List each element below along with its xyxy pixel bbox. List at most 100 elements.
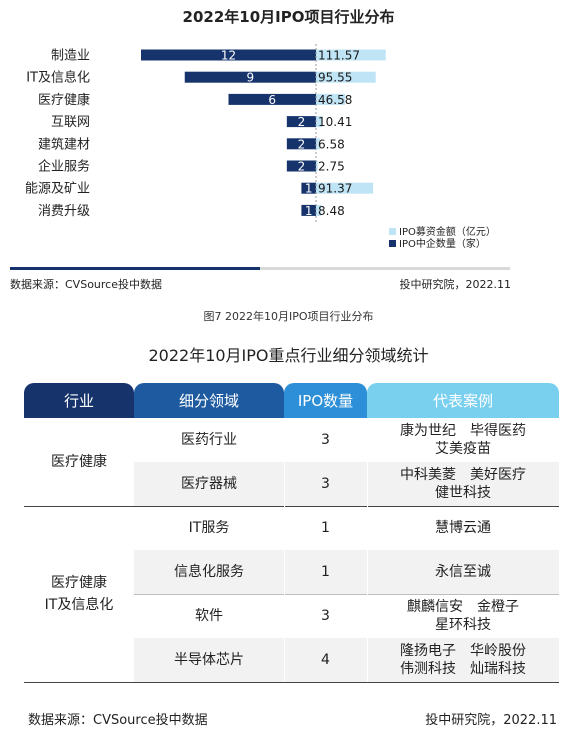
column-divider <box>284 638 285 682</box>
count-bar <box>141 49 316 61</box>
category-label: 消费升级 <box>38 204 90 219</box>
amount-bar <box>316 93 346 105</box>
amount-value-label: 95.55 <box>318 71 352 85</box>
amount-bar <box>316 138 321 150</box>
column-divider <box>284 550 285 594</box>
column-divider <box>284 462 285 506</box>
industry-cell: 医疗健康 IT及信息化 <box>24 506 134 682</box>
row-shade <box>134 550 559 594</box>
cases-cell: 麒麟信安 金橙子 星环科技 <box>367 594 559 638</box>
column-divider <box>367 418 368 462</box>
case-line: 艾美疫苗 <box>435 441 491 457</box>
cases-cell: 永信至诚 <box>367 550 559 594</box>
amount-value-label: 91.37 <box>318 182 352 196</box>
segment-cell: 半导体芯片 <box>174 652 244 668</box>
category-label: 互联网 <box>51 115 90 130</box>
industry-segment-table: 行业 细分领域 IPO数量 代表案例 医药行业 3 康为世纪 毕得医药 艾美疫苗 医疗器… <box>24 383 559 703</box>
category-label: 建筑建材 <box>38 136 90 152</box>
legend-label: IPO中企数量（家） <box>399 237 486 250</box>
amount-bar <box>316 71 376 83</box>
row-shade <box>134 638 559 682</box>
amount-value-label: 10.41 <box>318 115 352 129</box>
amount-value-label: 8.48 <box>318 204 345 218</box>
column-divider <box>284 594 285 638</box>
column-divider <box>367 506 368 550</box>
table-header-ipo-count: IPO数量 <box>284 383 367 418</box>
category-label: 医疗健康 <box>38 92 90 108</box>
count-value-label: 2 <box>298 115 306 129</box>
case-line: 中科美菱 美好医疗 <box>400 467 526 483</box>
count-bar <box>228 93 316 105</box>
industry-line: 医疗健康 <box>51 454 107 470</box>
legend-swatch <box>389 228 396 235</box>
table-header-segment: 细分领域 <box>134 383 284 418</box>
count-bar <box>286 138 316 150</box>
count-value-label: 1 <box>305 182 313 196</box>
case-line: 康为世纪 毕得医药 <box>400 423 526 439</box>
column-divider <box>367 638 368 682</box>
column-divider <box>367 462 368 506</box>
chart-org: 投中研究院，2022.11 <box>399 278 512 291</box>
industry-cell: 医疗健康 <box>24 418 134 506</box>
ipo-count-cell: 3 <box>321 608 330 624</box>
category-label: 企业服务 <box>38 159 90 175</box>
count-value-label: 2 <box>298 137 306 151</box>
count-bar <box>301 182 316 194</box>
group-divider <box>24 682 559 683</box>
figure-caption: 图7 2022年10月IPO项目行业分布 <box>203 310 374 323</box>
legend-label: IPO募资金额（亿元） <box>399 225 496 238</box>
case-line: 慧博云通 <box>435 520 491 536</box>
chart-source: 数据来源：CVSource投中数据 <box>10 278 162 291</box>
category-label: IT及信息化 <box>26 70 90 86</box>
segment-cell: 医疗器械 <box>181 476 237 492</box>
row-divider <box>134 594 559 595</box>
count-value-label: 9 <box>247 71 255 85</box>
group-divider <box>24 506 559 507</box>
count-value-label: 6 <box>268 93 276 107</box>
amount-value-label: 2.75 <box>318 160 345 174</box>
column-divider <box>284 418 285 462</box>
category-label: 制造业 <box>51 49 90 64</box>
amount-bar <box>316 116 323 128</box>
count-bar <box>301 204 316 216</box>
count-bar <box>286 160 316 172</box>
count-value-label: 2 <box>298 160 306 174</box>
column-divider <box>367 594 368 638</box>
column-divider <box>367 550 368 594</box>
table-source: 数据来源：CVSource投中数据 <box>28 713 208 728</box>
industry-line: IT及信息化 <box>44 597 114 613</box>
amount-value-label: 46.58 <box>318 93 352 107</box>
count-bar <box>184 71 316 83</box>
case-line: 麒麟信安 金橙子 <box>407 599 519 615</box>
table-title: 2022年10月IPO重点行业细分领域统计 <box>148 346 429 365</box>
case-line: 永信至诚 <box>435 564 491 580</box>
amount-value-label: 6.58 <box>318 137 345 151</box>
count-bar <box>286 116 316 128</box>
ipo-count-cell: 1 <box>321 520 330 536</box>
segment-cell: IT服务 <box>188 520 230 536</box>
cases-cell: 中科美菱 美好医疗 健世科技 <box>367 462 559 506</box>
segment-cell: 医药行业 <box>181 432 237 448</box>
cases-cell: 慧博云通 <box>367 506 559 550</box>
amount-bar <box>316 49 386 61</box>
count-value-label: 1 <box>305 204 313 218</box>
segment-cell: 软件 <box>195 608 223 624</box>
table-org: 投中研究院，2022.11 <box>425 713 557 728</box>
ipo-count-cell: 3 <box>321 476 330 492</box>
chart-title: 2022年10月IPO项目行业分布 <box>182 8 395 26</box>
amount-bar <box>316 160 318 172</box>
amount-bar <box>316 182 374 194</box>
segment-cell: 信息化服务 <box>174 564 244 580</box>
ipo-count-cell: 1 <box>321 564 330 580</box>
industry-line: 医疗健康 <box>51 575 107 591</box>
ipo-count-cell: 4 <box>321 652 330 668</box>
column-divider <box>284 506 285 550</box>
cases-cell: 隆扬电子 华岭股份 伟测科技 灿瑞科技 <box>367 638 559 682</box>
row-shade <box>134 462 559 506</box>
category-label: 能源及矿业 <box>25 182 90 197</box>
case-line: 健世科技 <box>435 485 491 501</box>
cases-cell: 康为世纪 毕得医药 艾美疫苗 <box>367 418 559 462</box>
count-value-label: 12 <box>221 49 236 63</box>
table-header-industry: 行业 <box>24 383 134 418</box>
